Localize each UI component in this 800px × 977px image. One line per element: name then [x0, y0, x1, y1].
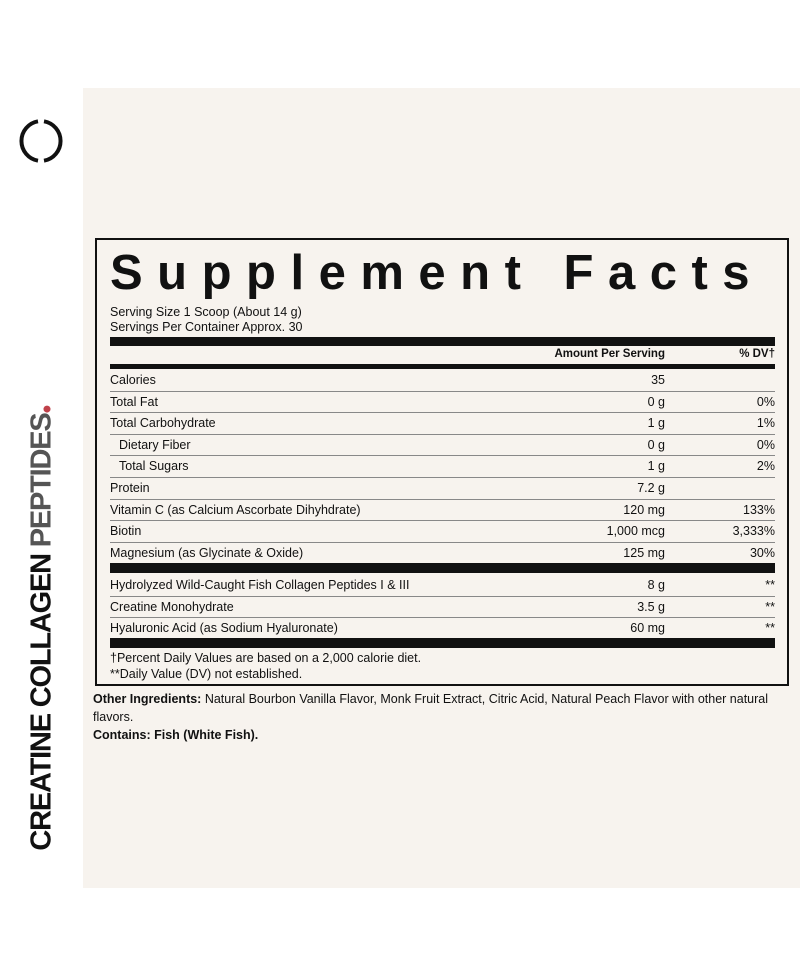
row-name: Vitamin C (as Calcium Ascorbate Dihyhdra…: [110, 502, 361, 517]
row-name: Protein: [110, 480, 150, 495]
divider-thick: [110, 337, 775, 346]
divider-thick: [110, 638, 775, 648]
row-amount: 3.5 g: [637, 599, 665, 614]
row-amount: 8 g: [647, 578, 665, 592]
table-row: Dietary Fiber 0 g 0%: [110, 435, 775, 457]
row-amount: 0 g: [647, 394, 665, 409]
facts-title: Supplement Facts: [110, 246, 765, 300]
amount-header: Amount Per Serving: [554, 348, 665, 360]
row-amount: 35: [651, 373, 665, 387]
divider-thick: [110, 563, 775, 573]
row-name: Hyaluronic Acid (as Sodium Hyaluronate): [110, 621, 338, 636]
servings-per-container: Servings Per Container Approx. 30: [110, 320, 303, 334]
product-name-part2: PEPTIDES: [25, 413, 58, 548]
serving-info: Serving Size 1 Scoop (About 14 g) Servin…: [110, 305, 775, 335]
row-dv: 2%: [756, 459, 775, 474]
row-dv: **: [765, 621, 775, 636]
open-circle-logo-icon: [19, 119, 63, 163]
row-dv: 3,333%: [732, 524, 775, 539]
row-name: Total Carbohydrate: [110, 416, 216, 431]
row-dv: 30%: [749, 545, 775, 560]
table-row: Hyaluronic Acid (as Sodium Hyaluronate) 6…: [110, 618, 775, 640]
other-ingredients-label: Other Ingredients:: [93, 692, 202, 706]
row-dv: **: [765, 599, 775, 614]
row-name: Dietary Fiber: [119, 437, 191, 452]
table-row: Hydrolyzed Wild-Caught Fish Collagen Pep…: [110, 575, 775, 597]
dv-header: % DV†: [739, 348, 775, 360]
supplement-facts-panel: Supplement Facts Serving Size 1 Scoop (A…: [95, 238, 789, 686]
row-amount: 7.2 g: [637, 480, 665, 495]
row-amount: 1,000 mcg: [606, 524, 665, 539]
row-dv: 133%: [743, 502, 775, 517]
background-panel: [83, 88, 800, 888]
row-amount: 1 g: [647, 459, 665, 474]
row-name: Calories: [110, 373, 156, 387]
row-dv: 0%: [756, 437, 775, 452]
other-ingredients: Natural Bourbon Vanilla Flavor, Monk Fru…: [93, 692, 769, 724]
table-row: Biotin 1,000 mcg 3,333%: [110, 521, 775, 543]
row-name: Total Fat: [110, 394, 158, 409]
row-amount: 125 mg: [623, 545, 665, 560]
footnote-dv: †Percent Daily Values are based on a 2,0…: [110, 651, 422, 665]
table-row: Vitamin C (as Calcium Ascorbate Dihyhdra…: [110, 500, 775, 522]
table-row: Total Sugars 1 g 2%: [110, 456, 775, 478]
row-dv: **: [765, 578, 775, 592]
row-amount: 60 mg: [630, 621, 665, 636]
row-dv: 0%: [756, 394, 775, 409]
table-row: Magnesium (as Glycinate & Oxide) 125 mg 30…: [110, 543, 775, 565]
nutrient-list: Calories 35 Total Fat 0 g 0% Total Carbohydra…: [110, 370, 775, 564]
row-name: Creatine Monohydrate: [110, 599, 234, 614]
table-row: Total Carbohydrate 1 g 1%: [110, 413, 775, 435]
product-name-vertical: CREATINE COLLAGEN PEPTIDES: [25, 405, 59, 851]
row-amount: 120 mg: [623, 502, 665, 517]
product-name-part1: CREATINE COLLAGEN: [25, 547, 58, 851]
table-row: Total Fat 0 g 0%: [110, 392, 775, 414]
row-amount: 1 g: [647, 416, 665, 431]
divider-thick: [110, 364, 775, 369]
row-dv: 1%: [756, 416, 775, 431]
accent-dot: [43, 405, 51, 413]
row-name: Biotin: [110, 524, 142, 539]
row-name: Hydrolyzed Wild-Caught Fish Collagen Pep…: [110, 578, 410, 592]
ingredients-text: Other Ingredients: Natural Bourbon Vanil…: [93, 691, 793, 745]
row-name: Total Sugars: [119, 459, 189, 474]
footnote-not-established: **Daily Value (DV) not established.: [110, 667, 303, 681]
table-row: Protein 7.2 g: [110, 478, 775, 500]
other-ingredient-list: Hydrolyzed Wild-Caught Fish Collagen Pep…: [110, 575, 775, 640]
serving-size: Serving Size 1 Scoop (About 14 g): [110, 305, 302, 319]
table-row: Creatine Monohydrate 3.5 g **: [110, 597, 775, 619]
table-row: Calories 35: [110, 370, 775, 392]
row-amount: 0 g: [647, 437, 665, 452]
column-header: Amount Per Serving % DV†: [110, 348, 775, 362]
row-name: Magnesium (as Glycinate & Oxide): [110, 545, 304, 560]
footnotes: †Percent Daily Values are based on a 2,0…: [110, 650, 775, 682]
allergen-statement: Contains: Fish (White Fish).: [93, 728, 259, 742]
